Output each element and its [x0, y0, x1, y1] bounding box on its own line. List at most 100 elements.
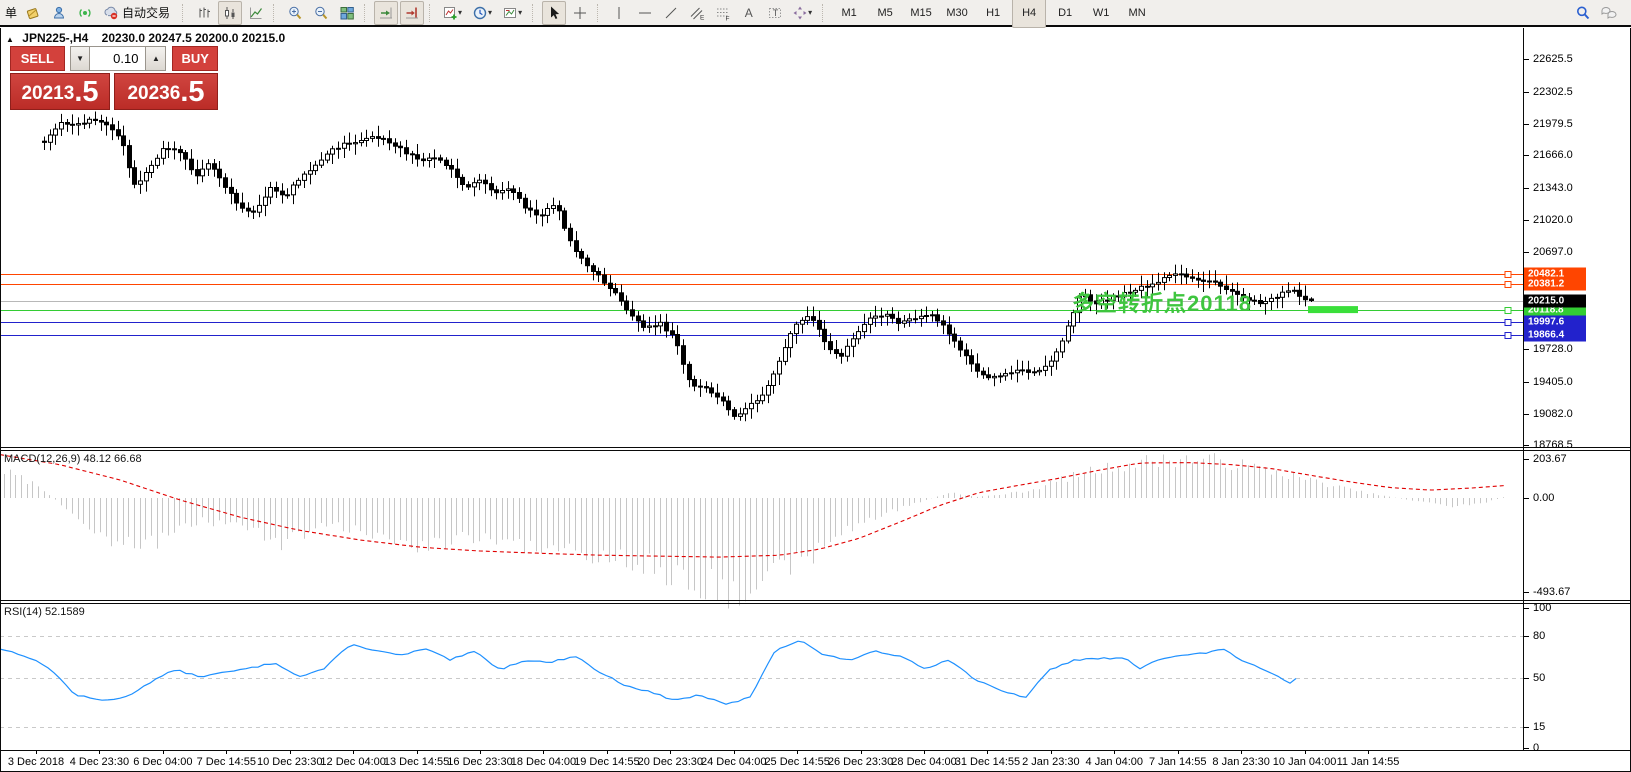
macd-tick-label: -493.67 [1533, 586, 1571, 599]
price-tick [1524, 188, 1529, 189]
candle-body [1015, 369, 1020, 374]
time-label: 11 Jan 14:55 [1336, 756, 1400, 768]
candle-body [82, 122, 87, 125]
candle-body [924, 315, 929, 317]
line-handle[interactable] [1504, 332, 1512, 339]
arrows-button[interactable]: ▾ [789, 1, 817, 25]
sell-quote-box[interactable]: 20213 .5 [10, 73, 110, 110]
candle-body [1286, 290, 1291, 293]
candle-body [845, 345, 850, 357]
line-handle[interactable] [1504, 271, 1512, 278]
time-tick [99, 751, 100, 754]
panel-divider[interactable] [0, 600, 1631, 601]
volume-input[interactable] [90, 46, 146, 71]
line-handle[interactable] [1504, 307, 1512, 314]
panel-divider[interactable] [0, 603, 1631, 604]
symbol-period-label: JPN225-,H4 [22, 31, 89, 45]
cursor-button[interactable] [542, 0, 567, 25]
candle-body [726, 400, 731, 411]
signals-button[interactable] [73, 1, 97, 25]
zoom-out-button[interactable] [309, 1, 333, 25]
candle-body [828, 341, 833, 351]
price-tick [1524, 414, 1529, 415]
candle-body [856, 331, 861, 340]
candle-body [325, 153, 330, 161]
collapse-panel-icon[interactable]: ▲ [6, 35, 14, 44]
candle-body [477, 179, 482, 184]
candle-body [653, 325, 658, 328]
buy-button[interactable]: BUY [172, 46, 218, 71]
candle-body [500, 190, 505, 194]
candle-body [155, 157, 160, 166]
time-tick [417, 751, 418, 754]
line-handle[interactable] [1504, 319, 1512, 326]
indicators-button[interactable]: ▾ [439, 1, 467, 25]
chart-canvas[interactable] [0, 28, 1523, 751]
tf-w1[interactable]: W1 [1092, 6, 1110, 19]
candle-body [670, 330, 675, 335]
chart-shift-button[interactable] [400, 0, 425, 25]
new-order-label[interactable]: 单 [5, 6, 18, 20]
line-chart-button[interactable] [244, 1, 268, 25]
tf-d1[interactable]: D1 [1058, 6, 1073, 19]
periods-button[interactable]: ▾ [469, 1, 497, 25]
search-button[interactable] [1571, 1, 1595, 25]
candle-body [986, 374, 991, 379]
horizontal-line-button[interactable] [633, 1, 657, 25]
macd-tick [1524, 498, 1529, 499]
chart-annotation-text[interactable]: 多空转折点20118 [1072, 291, 1252, 316]
line-handle[interactable] [1504, 281, 1512, 288]
candle-body [591, 265, 596, 273]
tf-m1[interactable]: M1 [841, 6, 857, 19]
text-button[interactable]: A [737, 1, 761, 25]
candle-body [517, 192, 522, 199]
bar-chart-button[interactable] [192, 1, 216, 25]
tf-m15[interactable]: M15 [910, 6, 932, 19]
candle-body [76, 123, 81, 126]
tf-mn[interactable]: MN [1128, 6, 1146, 19]
price-tick-label: 20697.0 [1533, 246, 1573, 259]
candle-body [138, 180, 143, 185]
sell-button[interactable]: SELL [10, 46, 65, 71]
candle-body [596, 271, 601, 276]
tf-h4[interactable]: H4 [1012, 0, 1047, 28]
tf-m5[interactable]: M5 [877, 6, 893, 19]
candle-body [851, 338, 856, 347]
vertical-line-button[interactable] [607, 1, 631, 25]
panel-divider[interactable] [0, 447, 1631, 448]
tf-h1[interactable]: H1 [986, 6, 1001, 19]
price-tick-label: 19405.0 [1533, 375, 1573, 388]
chart-title: ▲ JPN225-,H4 20230.0 20247.5 20200.0 202… [6, 31, 285, 45]
text-label-button[interactable]: T [763, 1, 787, 25]
sell-price-frac: .5 [74, 76, 99, 108]
candle-body [87, 118, 92, 124]
candle-body [195, 169, 200, 177]
candle-body [998, 375, 1003, 378]
svg-text:T: T [773, 8, 779, 18]
tf-m30[interactable]: M30 [946, 6, 968, 19]
crosshair-button[interactable] [568, 1, 592, 25]
community-button[interactable] [47, 1, 71, 25]
trendline-segment[interactable] [1308, 306, 1358, 314]
auto-scroll-button[interactable] [374, 0, 399, 25]
candle-body [783, 347, 788, 362]
buy-quote-box[interactable]: 20236 .5 [114, 73, 218, 110]
volume-increase-button[interactable]: ▲ [145, 46, 167, 71]
zoom-in-button[interactable] [283, 1, 307, 25]
volume-decrease-button[interactable]: ▼ [69, 46, 91, 71]
order-book-button[interactable] [21, 1, 45, 25]
time-tick [226, 751, 227, 754]
auto-trading-button[interactable]: 自动交易 [99, 1, 177, 25]
chat-button[interactable] [1597, 1, 1621, 25]
fibonacci-button[interactable]: F [711, 1, 735, 25]
trendline-button[interactable] [659, 1, 683, 25]
templates-button[interactable]: ▾ [499, 1, 527, 25]
candle-body [398, 145, 403, 149]
tile-windows-button[interactable] [335, 1, 359, 25]
channel-button[interactable]: E [685, 1, 709, 25]
panel-divider[interactable] [0, 450, 1631, 451]
candlestick-chart-button[interactable] [218, 0, 243, 25]
candle-body [919, 315, 924, 320]
candle-body [370, 136, 375, 139]
candle-body [121, 135, 126, 147]
